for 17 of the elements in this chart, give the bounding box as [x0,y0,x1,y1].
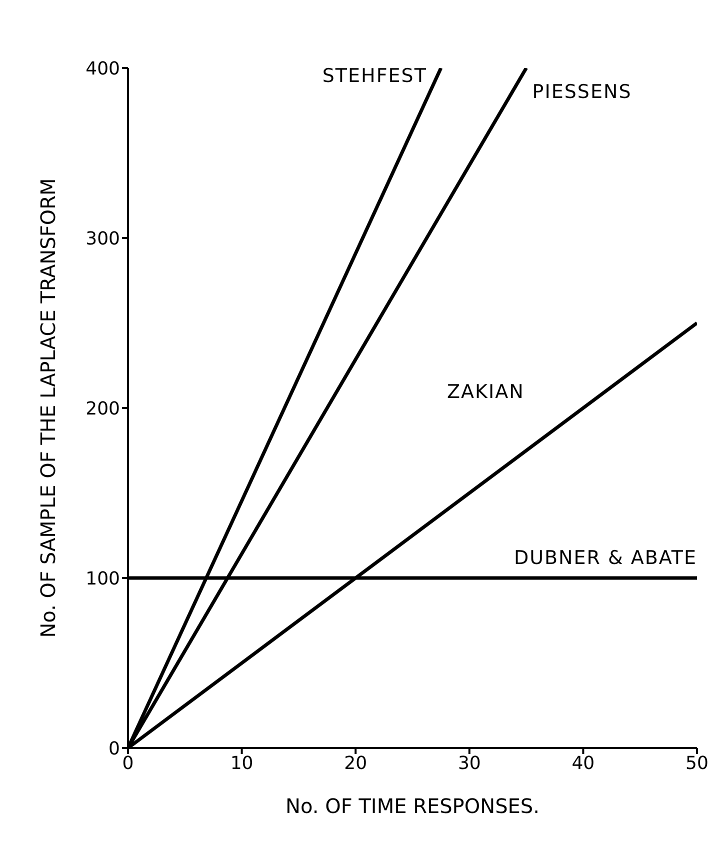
y-tick-label: 300 [86,228,120,250]
x-tick-label: 20 [344,752,368,774]
x-tick-label: 30 [458,752,481,774]
x-tick-label: 10 [230,752,254,774]
series-label: PIESSENS [532,81,632,103]
x-tick-label: 40 [572,752,595,774]
y-axis-title: No. OF SAMPLE OF THE LAPLACE TRANSFORM [36,178,60,638]
y-tick-label: 200 [86,398,120,420]
series-label: STEHFEST [322,65,427,87]
y-tick-label: 0 [108,738,120,760]
x-tick-label: 0 [122,752,134,774]
y-tick-label: 400 [86,58,120,80]
series-label: DUBNER & ABATE [514,547,697,569]
text: ZAKIAN [447,381,524,403]
y-tick-label: 100 [86,568,120,590]
x-axis-title: No. OF TIME RESPONSES. [286,794,540,818]
x-tick-label: 50 [686,752,708,774]
